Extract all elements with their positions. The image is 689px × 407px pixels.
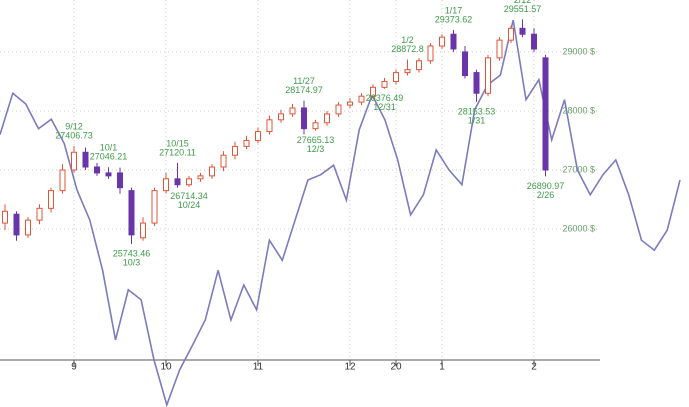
candle-body [266,119,273,133]
candle-body [416,60,422,71]
candle-body [473,72,480,94]
candle-body [542,57,549,171]
x-tick-label: 2 [531,362,537,373]
candle-body [243,139,250,147]
annotation-date: 10/15 [166,138,189,148]
candle-body [324,113,330,124]
candle-body [450,33,457,50]
annotation-value: 28153.53 [458,106,496,116]
annotation-value: 27120.11 [159,147,196,157]
candle-body [2,210,8,224]
candle-body [82,151,89,168]
candle-body [220,154,227,168]
candle-body [508,27,514,41]
x-tick-label: 10 [160,362,172,373]
annotation-date: 1/31 [468,115,486,125]
overlay-line [0,19,681,407]
candle-body [301,107,307,130]
candle-body [117,172,123,189]
candle-body [462,51,468,77]
candle-body [358,95,365,103]
annotation-date: 10/3 [123,257,141,267]
annotation-value: 29373.62 [435,14,473,24]
annotation-date: 9/12 [65,121,83,131]
candle-body [427,45,434,62]
annotation-date: 1/17 [445,5,463,15]
annotation-value: 26890.97 [527,181,565,191]
candle-body [519,27,526,35]
candle-body [485,57,491,94]
annotation-date: 1/2 [401,35,414,45]
candle-body [335,104,342,115]
candle-body [439,36,445,47]
candle-body [174,178,181,186]
annotation-date: 2/12 [514,0,532,5]
candle-body [289,107,296,115]
annotation-value: 27406.73 [55,130,93,140]
candle-body [140,222,146,239]
annotation-value: 29551.57 [504,4,542,14]
candle-body [347,101,353,106]
x-tick-label: 12 [344,362,356,373]
annotation-date: 2/26 [537,190,555,200]
candle-body [71,151,77,171]
candle-body [209,166,215,177]
candle-body [36,207,43,221]
annotation-value: 26714.34 [170,191,208,201]
annotation-date: 11/27 [293,76,315,86]
annotation-value: 28872.8 [391,44,424,54]
y-tick-label: 27000 $ [562,164,595,174]
candle-body [393,72,399,82]
annotation-date: 10/1 [100,143,118,153]
x-tick-label: 11 [253,362,264,373]
candle-body [312,122,319,130]
candle-body [128,190,135,236]
candle-body [197,175,204,180]
annotation-date: 10/24 [178,200,201,210]
y-tick-label: 28000 $ [562,105,595,115]
candle-body [94,166,100,174]
candle-body [59,169,66,192]
candle-body [13,213,20,236]
candle-body [186,178,192,186]
candle-body [48,190,54,209]
candle-body [404,69,411,74]
annotation-value: 25743.46 [113,248,151,258]
candle-body [370,86,376,97]
annotation-date: 12/31 [373,102,396,112]
candle-body [151,190,158,224]
candle-body [163,178,169,192]
annotation-value: 28174.97 [285,85,323,95]
candle-body [531,33,537,50]
candle-body [278,113,284,121]
x-tick-label: 9 [71,362,77,373]
annotation-value: 27046.21 [90,152,128,162]
candle-body [25,219,31,236]
y-tick-label: 26000 $ [562,223,595,233]
candle-body [232,145,238,156]
candle-body [105,172,112,177]
x-tick-label: 20 [390,362,402,373]
candle-body [496,39,503,59]
annotation-date: 12/3 [307,144,325,154]
x-tick-label: 1 [439,362,445,373]
annotation-value: 27665.13 [297,135,335,145]
candle-body [381,80,388,88]
candle-body [255,131,261,141]
annotation-value: 28376.49 [366,93,404,103]
y-tick-label: 29000 $ [562,46,595,56]
